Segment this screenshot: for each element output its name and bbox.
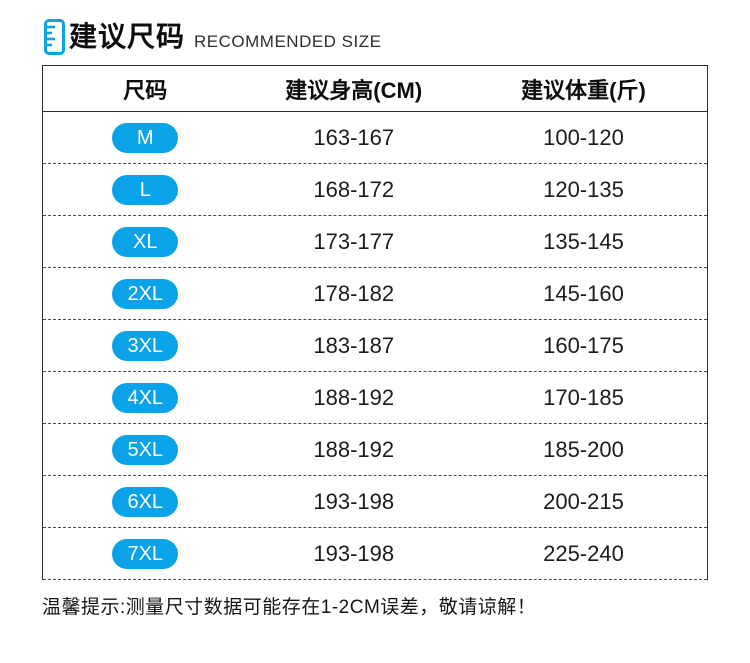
weight-cell: 225-240 xyxy=(543,540,624,566)
ruler-icon xyxy=(44,19,65,55)
size-badge: L xyxy=(112,174,179,205)
height-cell: 168-172 xyxy=(313,176,395,202)
weight-cell: 185-200 xyxy=(543,436,624,462)
page-subtitle: RECOMMENDED SIZE xyxy=(194,32,382,51)
weight-cell: 200-215 xyxy=(543,488,624,514)
table-row: XL 173-177 135-145 xyxy=(43,216,707,268)
weight-cell: 120-135 xyxy=(543,176,624,202)
table-row: M 163-167 100-120 xyxy=(43,112,707,164)
table-row: 6XL 193-198 200-215 xyxy=(43,476,707,528)
weight-cell: 145-160 xyxy=(543,280,624,306)
size-badge: 2XL xyxy=(112,278,179,309)
table-row: 5XL 188-192 185-200 xyxy=(43,424,707,476)
height-cell: 183-187 xyxy=(313,332,395,358)
height-cell: 188-192 xyxy=(313,384,395,410)
weight-cell: 100-120 xyxy=(543,124,624,150)
table-row: 2XL 178-182 145-160 xyxy=(43,268,707,320)
height-cell: 188-192 xyxy=(313,436,395,462)
weight-cell: 135-145 xyxy=(543,228,624,254)
page-title: 建议尺码 xyxy=(69,21,186,52)
column-header-height: 建议身高(CM) xyxy=(285,77,423,103)
weight-cell: 160-175 xyxy=(543,332,624,358)
table-row: 3XL 183-187 160-175 xyxy=(43,320,707,372)
page-header: 建议尺码 RECOMMENDED SIZE xyxy=(44,17,381,57)
height-cell: 163-167 xyxy=(313,124,395,150)
size-badge: M xyxy=(112,122,179,153)
size-badge: 3XL xyxy=(112,330,179,361)
size-table: 尺码 建议身高(CM) 建议体重(斤) M 163-167 100-120 L … xyxy=(42,65,708,580)
size-badge: XL xyxy=(112,226,179,257)
table-row: 4XL 188-192 170-185 xyxy=(43,372,707,424)
table-header-row: 尺码 建议身高(CM) 建议体重(斤) xyxy=(43,66,707,112)
table-row: 7XL 193-198 225-240 xyxy=(43,528,707,580)
column-header-size: 尺码 xyxy=(123,77,168,103)
column-header-weight: 建议体重(斤) xyxy=(521,77,646,103)
disclaimer-note: 温馨提示:测量尺寸数据可能存在1-2CM误差，敬请谅解！ xyxy=(42,597,537,618)
table-row: L 168-172 120-135 xyxy=(43,164,707,216)
size-badge: 4XL xyxy=(112,382,179,413)
height-cell: 178-182 xyxy=(313,280,395,306)
size-badge: 5XL xyxy=(112,434,179,465)
height-cell: 193-198 xyxy=(313,488,395,514)
size-badge: 6XL xyxy=(112,486,179,517)
weight-cell: 170-185 xyxy=(543,384,624,410)
height-cell: 173-177 xyxy=(313,228,395,254)
size-badge: 7XL xyxy=(112,538,179,569)
height-cell: 193-198 xyxy=(313,540,395,566)
